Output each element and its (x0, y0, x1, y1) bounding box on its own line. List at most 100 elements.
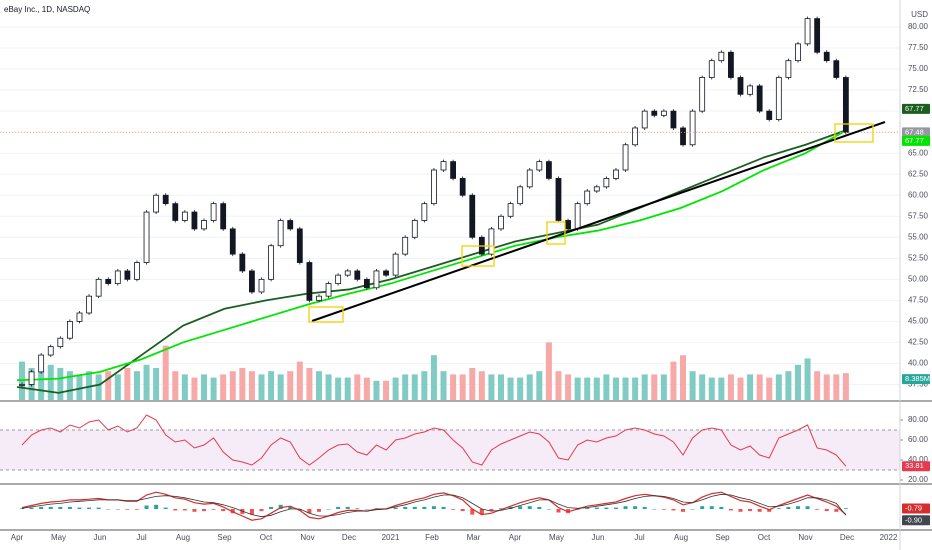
macd-histogram-bar (230, 509, 235, 514)
volume-bar (373, 380, 380, 400)
macd-histogram-bar (163, 507, 168, 509)
macd-histogram-bar (652, 509, 657, 510)
volume-bar (315, 371, 322, 400)
candle (546, 161, 552, 179)
candle (507, 203, 514, 217)
volume-bar (766, 377, 773, 400)
overlay: Apr May Jun Jul Aug Sep Oct Nov Dec 2021 Feb Mar Apr… (11, 22, 930, 542)
macd-histogram-bar (307, 509, 312, 514)
x-tick-label: Jun (592, 533, 605, 542)
macd-histogram-bar (269, 506, 274, 509)
candle (153, 194, 160, 213)
candle (622, 144, 629, 171)
x-tick-label: Aug (176, 533, 190, 542)
volume-bar (383, 380, 390, 400)
candle (603, 178, 610, 188)
volume-bar (747, 374, 754, 400)
macd-histogram-bar (709, 506, 714, 509)
candle (565, 220, 571, 230)
rsi-tick-label: 40.00 (908, 455, 929, 464)
macd-histogram-bar (211, 509, 216, 510)
candle (57, 337, 64, 348)
volume-bar (785, 371, 792, 400)
volume-bar (641, 374, 648, 400)
volume-bar (775, 374, 782, 400)
x-tick-label: Sep (217, 533, 232, 542)
x-tick-label: Dec (342, 533, 356, 542)
x-tick-label: 2022 (880, 533, 898, 542)
volume-bar (469, 368, 476, 400)
candle (229, 228, 236, 255)
candle (421, 203, 428, 221)
volume-bar (287, 371, 294, 400)
candle (306, 262, 313, 301)
candle (114, 270, 121, 284)
candle (134, 262, 140, 280)
x-tick-label: Oct (758, 533, 771, 542)
volume-bar (354, 374, 361, 400)
volume-bar (344, 377, 351, 400)
volume-bar (277, 374, 284, 400)
macd-histogram-bar (518, 506, 523, 509)
candle (708, 60, 715, 78)
volume-bar (689, 371, 696, 400)
y-tick-label: 50.00 (908, 274, 929, 283)
macd-histogram-bar (96, 507, 101, 509)
y-tick-label: 75.00 (908, 64, 929, 73)
volume-bar (143, 364, 150, 400)
volume-bar (670, 361, 677, 400)
x-tick-label: Jul (634, 533, 644, 542)
volume-bar (574, 377, 581, 400)
candle (536, 161, 543, 171)
trendline (311, 121, 886, 322)
macd-histogram-bar (642, 506, 647, 509)
y-tick-label: 40.00 (908, 359, 929, 368)
macd-histogram-bar (479, 509, 484, 515)
price-badge-label: -0.90 (905, 515, 922, 524)
volume-bar (57, 368, 64, 400)
macd-histogram-bar (58, 506, 63, 509)
volume-bar (229, 371, 236, 400)
volume-bar (459, 374, 466, 400)
candle (756, 85, 763, 112)
candle (737, 77, 744, 95)
macd-histogram-bar (623, 506, 628, 509)
y-tick-label: 62.50 (908, 169, 929, 178)
y-tick-label: 72.50 (908, 85, 929, 94)
macd-histogram-bar (77, 507, 82, 509)
macd-histogram-bar (585, 507, 590, 509)
volume-bar (153, 368, 160, 400)
price-badge (902, 515, 930, 526)
candle (277, 220, 284, 247)
macd-histogram-bar (345, 506, 350, 509)
volume-bar (440, 371, 447, 400)
x-tick-label: Oct (260, 533, 273, 542)
volume-bar (258, 374, 265, 400)
volume-bar (172, 371, 179, 400)
x-tick-label: Jul (136, 533, 146, 542)
highlight-box (461, 245, 495, 267)
macd-histogram-bar (182, 509, 187, 511)
volume-bar (201, 374, 208, 400)
candle (593, 186, 600, 192)
macd-histogram-bar (757, 509, 762, 512)
volume-bar (804, 358, 811, 400)
macd-histogram-bar (843, 508, 848, 509)
macd-histogram-bar (192, 509, 197, 512)
x-tick-label: May (549, 533, 564, 542)
candle (651, 110, 658, 116)
volume-bar (306, 368, 313, 400)
y-tick-label: 57.50 (908, 211, 929, 220)
macd-histogram-bar (431, 506, 436, 509)
volume-bar (325, 374, 332, 400)
candle (431, 169, 437, 205)
candle (383, 270, 389, 276)
volume-bar (555, 371, 562, 400)
macd-histogram-bar (87, 507, 92, 509)
candle (613, 169, 619, 179)
volume-bar (478, 371, 485, 400)
volume-bar (210, 377, 217, 400)
moving-average (16, 129, 848, 382)
price-badge (902, 103, 930, 114)
